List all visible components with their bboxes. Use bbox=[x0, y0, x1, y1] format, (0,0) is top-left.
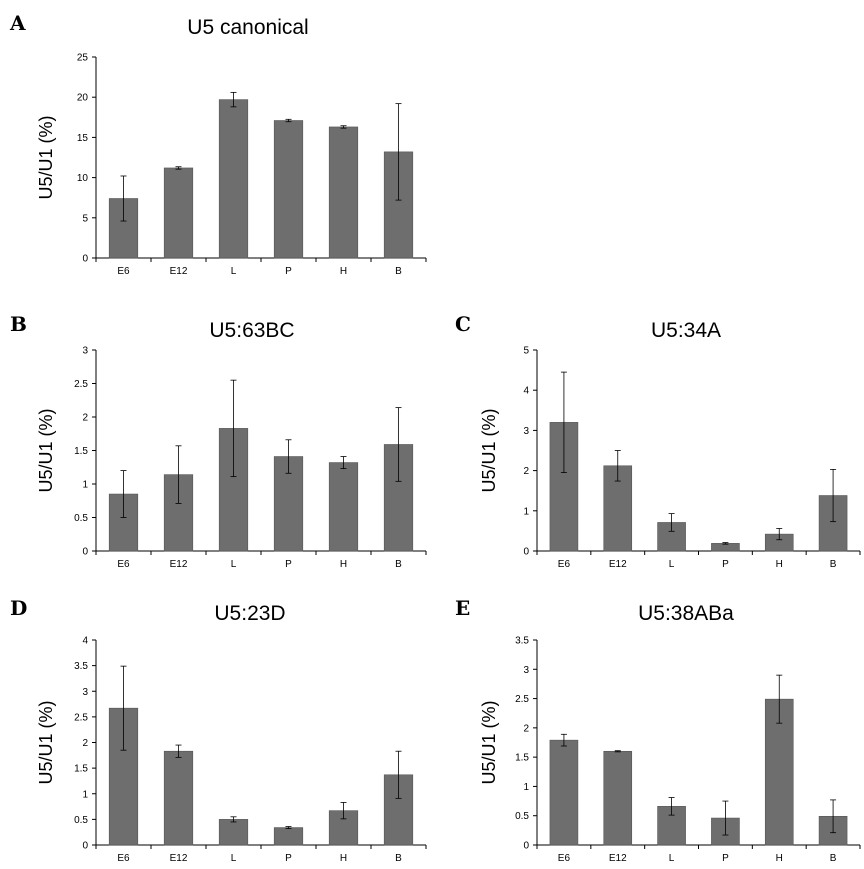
x-tick-label: B bbox=[830, 559, 837, 570]
x-tick-label: B bbox=[395, 559, 402, 570]
y-tick-label: 2 bbox=[82, 413, 88, 424]
chart-title: U5:23D bbox=[214, 602, 285, 625]
chart-title: U5:63BC bbox=[209, 319, 294, 342]
y-tick-label: 0.5 bbox=[74, 513, 88, 524]
x-tick-label: E6 bbox=[558, 853, 571, 864]
chart-title: U5:38ABa bbox=[638, 602, 734, 625]
y-axis-label: U5/U1 (%) bbox=[479, 700, 499, 784]
chart-panel-d: D U5:23D U5/U1 (%) 0 0.5 1 1.5 2 2.5 3 3.5 4 E6 E12 L P… bbox=[10, 596, 427, 864]
y-tick-label: 10 bbox=[77, 173, 89, 184]
y-tick-label: 3 bbox=[523, 426, 529, 437]
x-tick-label: B bbox=[395, 853, 402, 864]
bar-h bbox=[328, 126, 359, 259]
x-tick-label: H bbox=[340, 853, 347, 864]
chart-panel-c: C U5:34A U5/U1 (%) 0 1 2 3 4 5 E6 E12 L P H B bbox=[455, 312, 861, 570]
chart-panel-b: B U5:63BC U5/U1 (%) 0 0.5 1 1.5 2 2.5 3 E6 E12 L P H B bbox=[10, 312, 427, 570]
y-tick-label: 5 bbox=[82, 213, 88, 224]
bar-l bbox=[218, 99, 249, 259]
y-tick-label: 1 bbox=[82, 789, 88, 800]
y-axis-label: U5/U1 (%) bbox=[36, 700, 56, 784]
y-axis-label: U5/U1 (%) bbox=[36, 115, 56, 199]
panel-letter: C bbox=[455, 312, 471, 336]
x-tick-label: E6 bbox=[117, 266, 130, 277]
y-tick-label: 2.5 bbox=[74, 379, 88, 390]
y-tick-label: 3.5 bbox=[74, 661, 88, 672]
chart-panel-e: E U5:38ABa U5/U1 (%) 0 0.5 1 1.5 2 2.5 3 3.5 E6 E12 L… bbox=[455, 596, 861, 864]
bar-e12 bbox=[163, 750, 194, 846]
y-tick-label: 3.5 bbox=[515, 636, 529, 647]
bar-p bbox=[273, 827, 304, 846]
x-tick-label: H bbox=[776, 559, 783, 570]
x-tick-label: P bbox=[722, 853, 729, 864]
y-tick-label: 1.5 bbox=[74, 446, 88, 457]
y-tick-label: 3 bbox=[82, 687, 88, 698]
y-tick-label: 1 bbox=[523, 506, 529, 517]
y-tick-label: 1.5 bbox=[74, 764, 88, 775]
x-tick-label: P bbox=[285, 853, 292, 864]
y-tick-label: 0 bbox=[82, 841, 88, 852]
x-tick-label: E6 bbox=[558, 559, 571, 570]
x-tick-label: B bbox=[395, 266, 402, 277]
y-tick-label: 2.5 bbox=[74, 712, 88, 723]
y-tick-label: 25 bbox=[77, 53, 89, 64]
y-tick-label: 5 bbox=[523, 346, 529, 357]
panel-letter: E bbox=[455, 596, 470, 620]
y-tick-label: 4 bbox=[82, 636, 88, 647]
y-axis-label: U5/U1 (%) bbox=[479, 408, 499, 492]
x-tick-label: E12 bbox=[170, 266, 188, 277]
x-tick-label: L bbox=[669, 559, 675, 570]
y-tick-label: 1 bbox=[523, 782, 529, 793]
x-tick-label: L bbox=[231, 266, 237, 277]
chart-panel-a: A U5 canonical U5/U1 (%) 0 5 10 15 20 25 E6 E12 L P H… bbox=[9, 11, 427, 277]
y-tick-label: 0.5 bbox=[515, 811, 529, 822]
bar-l bbox=[657, 806, 686, 846]
x-tick-label: P bbox=[285, 266, 292, 277]
bar-h bbox=[328, 462, 359, 552]
y-tick-label: 3 bbox=[523, 665, 529, 676]
x-tick-label: H bbox=[340, 266, 347, 277]
y-tick-label: 1 bbox=[82, 480, 88, 491]
bar-e12 bbox=[163, 167, 194, 259]
y-tick-label: 2 bbox=[523, 723, 529, 734]
bar-e12 bbox=[603, 750, 633, 846]
x-tick-label: E6 bbox=[117, 559, 130, 570]
x-tick-label: E12 bbox=[170, 853, 188, 864]
y-tick-label: 2.5 bbox=[515, 694, 529, 705]
x-tick-label: L bbox=[231, 853, 237, 864]
y-tick-label: 2 bbox=[82, 738, 88, 749]
y-tick-label: 0 bbox=[82, 547, 88, 558]
y-tick-label: 20 bbox=[77, 93, 89, 104]
bar-p bbox=[273, 120, 304, 259]
y-tick-label: 1.5 bbox=[515, 753, 529, 764]
x-tick-label: H bbox=[340, 559, 347, 570]
chart-title: U5:34A bbox=[651, 319, 721, 342]
y-tick-label: 3 bbox=[82, 346, 88, 357]
x-tick-label: E12 bbox=[609, 559, 627, 570]
panel-letter: A bbox=[9, 11, 26, 35]
y-tick-label: 0 bbox=[523, 841, 529, 852]
x-tick-label: E12 bbox=[609, 853, 627, 864]
y-tick-label: 0 bbox=[82, 254, 88, 265]
y-tick-label: 0.5 bbox=[74, 815, 88, 826]
x-tick-label: E12 bbox=[170, 559, 188, 570]
x-tick-label: P bbox=[722, 559, 729, 570]
x-tick-label: L bbox=[231, 559, 237, 570]
y-tick-label: 2 bbox=[523, 466, 529, 477]
chart-title: U5 canonical bbox=[187, 16, 308, 39]
x-tick-label: H bbox=[776, 853, 783, 864]
x-tick-label: L bbox=[669, 853, 675, 864]
x-tick-label: P bbox=[285, 559, 292, 570]
bar-l bbox=[218, 819, 249, 846]
bar-e6 bbox=[549, 739, 579, 846]
x-tick-label: B bbox=[830, 853, 837, 864]
y-axis-label: U5/U1 (%) bbox=[36, 408, 56, 492]
y-tick-label: 15 bbox=[77, 133, 89, 144]
panel-letter: D bbox=[10, 596, 27, 620]
panel-letter: B bbox=[10, 312, 27, 336]
y-tick-label: 0 bbox=[523, 547, 529, 558]
y-tick-label: 4 bbox=[523, 386, 529, 397]
x-tick-label: E6 bbox=[117, 853, 130, 864]
